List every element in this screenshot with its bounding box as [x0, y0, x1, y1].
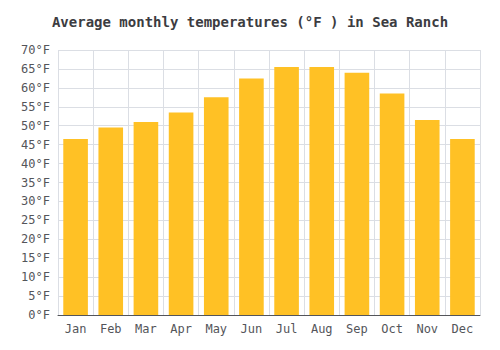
svg-text:5°F: 5°F	[28, 289, 50, 303]
svg-text:50°F: 50°F	[21, 119, 50, 133]
svg-text:30°F: 30°F	[21, 194, 50, 208]
svg-text:70°F: 70°F	[21, 43, 50, 57]
svg-text:55°F: 55°F	[21, 100, 50, 114]
svg-text:25°F: 25°F	[21, 213, 50, 227]
svg-text:Sep: Sep	[346, 322, 368, 336]
svg-text:May: May	[205, 322, 227, 336]
svg-text:Mar: Mar	[135, 322, 157, 336]
svg-text:Feb: Feb	[100, 322, 122, 336]
svg-text:0°F: 0°F	[28, 308, 50, 322]
svg-text:15°F: 15°F	[21, 251, 50, 265]
svg-text:Jun: Jun	[241, 322, 263, 336]
svg-text:Average monthly temperatures (: Average monthly temperatures (°F ) in Se…	[52, 14, 448, 30]
svg-text:65°F: 65°F	[21, 62, 50, 76]
svg-text:35°F: 35°F	[21, 176, 50, 190]
svg-text:20°F: 20°F	[21, 232, 50, 246]
svg-text:Jan: Jan	[65, 322, 87, 336]
svg-text:Oct: Oct	[381, 322, 403, 336]
svg-text:Dec: Dec	[452, 322, 474, 336]
svg-text:45°F: 45°F	[21, 138, 50, 152]
svg-text:Jul: Jul	[276, 322, 298, 336]
svg-text:Aug: Aug	[311, 322, 333, 336]
svg-text:40°F: 40°F	[21, 157, 50, 171]
svg-text:Apr: Apr	[170, 322, 192, 336]
svg-text:10°F: 10°F	[21, 270, 50, 284]
svg-text:60°F: 60°F	[21, 81, 50, 95]
svg-text:Nov: Nov	[416, 322, 438, 336]
